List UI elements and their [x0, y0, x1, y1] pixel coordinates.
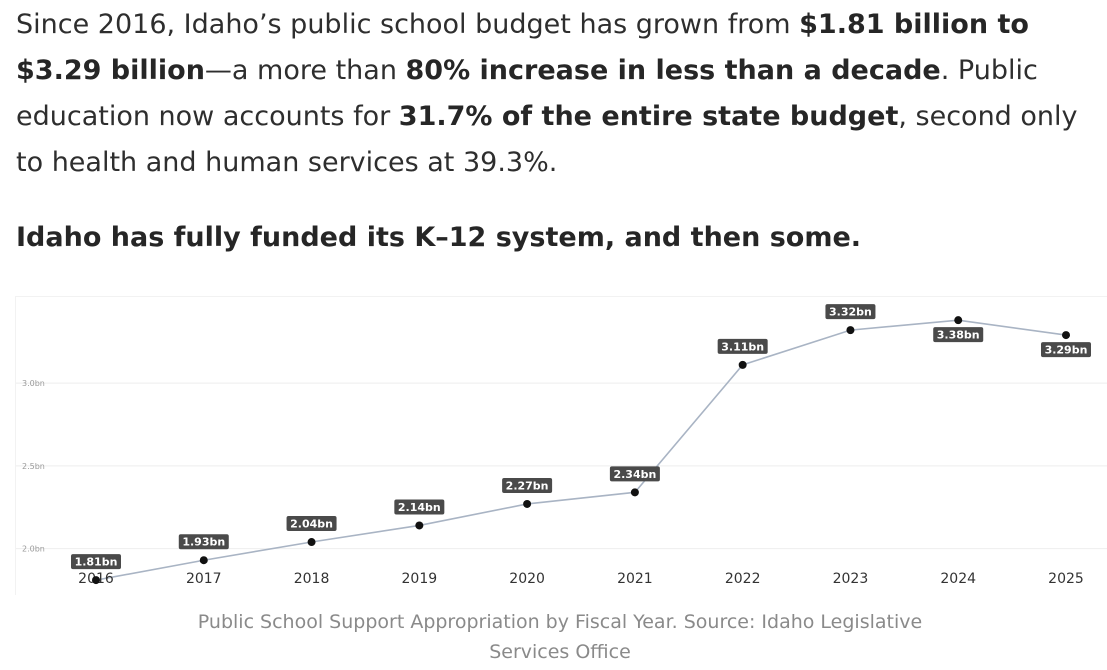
series-line	[95, 319, 1067, 581]
data-label-2018: 2.04bn	[290, 518, 333, 531]
y-tick-label-0: 2.0bn	[22, 545, 45, 554]
data-label-2022: 3.11bn	[721, 340, 764, 353]
data-label-box-2020	[502, 477, 553, 493]
intro-bold-increase: 80% increase in less than a decade	[405, 55, 941, 86]
x-tick-label-2017: 2017	[186, 571, 222, 587]
data-point-2022	[738, 360, 747, 369]
data-point-2019	[415, 521, 424, 530]
data-label-box-2022	[717, 338, 768, 354]
data-point-2018	[307, 538, 316, 547]
x-tick-label-2025: 2025	[1048, 571, 1084, 587]
data-label-2023: 3.32bn	[829, 306, 872, 319]
x-tick-label-2023: 2023	[833, 571, 869, 587]
intro-text-1: Since 2016, Idaho’s public school budget…	[16, 9, 800, 40]
data-label-2017: 1.93bn	[182, 536, 225, 549]
x-tick-label-2018: 2018	[294, 571, 330, 587]
data-point-2025	[1062, 331, 1070, 340]
x-tick-label-2024: 2024	[940, 571, 976, 587]
data-label-box-2018	[286, 516, 337, 532]
x-tick-label-2019: 2019	[402, 571, 438, 587]
x-tick-label-2022: 2022	[725, 571, 761, 587]
data-point-2021	[630, 488, 639, 497]
intro-text-3: . Public education now accounts for	[16, 55, 1038, 132]
data-point-2020	[523, 499, 532, 508]
data-label-box-2017	[178, 534, 229, 550]
data-label-2019: 2.14bn	[398, 501, 441, 514]
data-point-2023	[846, 326, 855, 335]
data-point-2024	[954, 316, 963, 325]
y-tick-label-2: 3.0bn	[22, 379, 45, 388]
data-label-box-2016	[71, 554, 121, 570]
line-chart: 2.0bn2.5bn3.0bn2016201720182019202020212…	[16, 304, 1107, 587]
section-heading: Idaho has fully funded its K–12 system, …	[16, 222, 862, 253]
x-tick-label-2021: 2021	[617, 571, 653, 587]
y-tick-label-1: 2.5bn	[22, 462, 45, 471]
data-label-box-2023	[825, 304, 876, 320]
data-label-box-2025	[1041, 342, 1091, 358]
data-label-2021: 2.34bn	[613, 468, 656, 481]
data-label-box-2021	[609, 466, 660, 482]
intro-text-4: , second only to health and human servic…	[16, 101, 1078, 178]
data-label-2024: 3.38bn	[937, 329, 980, 342]
data-point-2017	[199, 556, 208, 565]
data-label-2025: 3.29bn	[1045, 344, 1088, 357]
data-label-2016: 1.81bn	[75, 556, 118, 569]
x-tick-label-2020: 2020	[509, 571, 545, 587]
intro-bold-share: 31.7% of the entire state budget	[398, 101, 899, 132]
data-label-2020: 2.27bn	[506, 479, 549, 492]
intro-bold-budget-range: $1.81 billion to $3.29 billion	[16, 9, 1029, 86]
data-point-2016	[92, 576, 100, 585]
data-label-box-2024	[933, 327, 984, 343]
chart-container: 2.0bn2.5bn3.0bn2016201720182019202020212…	[15, 296, 1107, 595]
intro-text-2: —a more than	[204, 55, 406, 86]
intro-paragraph: Since 2016, Idaho’s public school budget…	[16, 2, 1101, 186]
chart-caption: Public School Support Appropriation by F…	[197, 611, 923, 663]
data-label-box-2019	[394, 499, 445, 515]
